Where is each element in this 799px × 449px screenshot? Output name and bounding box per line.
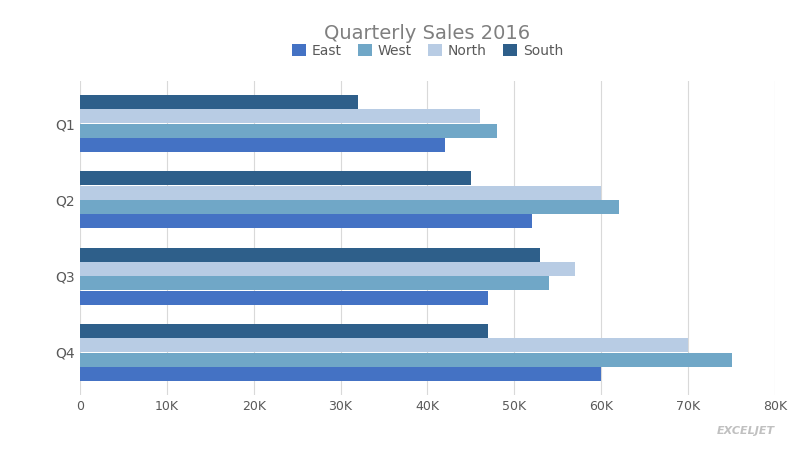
Bar [80,172,471,185]
Bar [80,186,602,200]
Bar [80,214,532,228]
Bar [80,338,688,352]
Bar [80,276,549,290]
Bar [80,291,488,304]
Bar [80,200,618,214]
Text: EXCELJET: EXCELJET [717,426,775,436]
Bar [80,262,575,276]
Bar [80,324,488,338]
Bar [80,352,732,366]
Title: Quarterly Sales 2016: Quarterly Sales 2016 [324,24,531,43]
Bar [80,248,540,262]
Bar [80,110,479,123]
Bar [80,124,497,138]
Legend: East, West, North, South: East, West, North, South [292,44,563,58]
Bar [80,95,358,109]
Bar [80,138,445,152]
Bar [80,367,602,381]
